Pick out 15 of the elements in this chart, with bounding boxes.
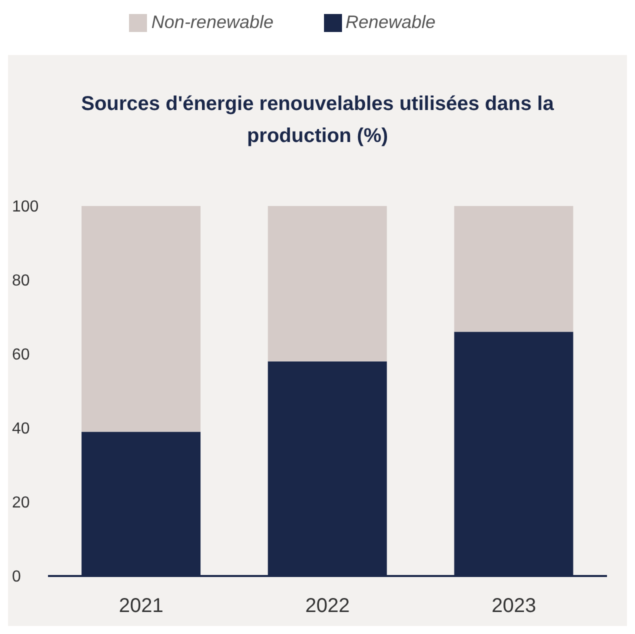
x-tick-label: 2023 xyxy=(492,595,536,618)
y-tick-label: 60 xyxy=(12,346,30,364)
chart-title: Sources d'énergie renouvelables utilisées dans la production (%) xyxy=(80,92,555,149)
legend-label: Renewable xyxy=(346,12,436,32)
bar xyxy=(268,206,387,362)
bar xyxy=(454,206,574,332)
x-tick-label: 2022 xyxy=(305,595,350,618)
y-tick-label: 20 xyxy=(12,494,30,512)
y-tick-label: 100 xyxy=(12,198,39,216)
y-tick-label: 80 xyxy=(12,272,30,290)
x-tick-label: 2021 xyxy=(118,595,164,618)
bar xyxy=(82,206,201,432)
y-tick-label: 0 xyxy=(12,568,21,586)
y-tick-label: 40 xyxy=(12,420,30,438)
legend-label: Non-renewable xyxy=(151,12,274,32)
